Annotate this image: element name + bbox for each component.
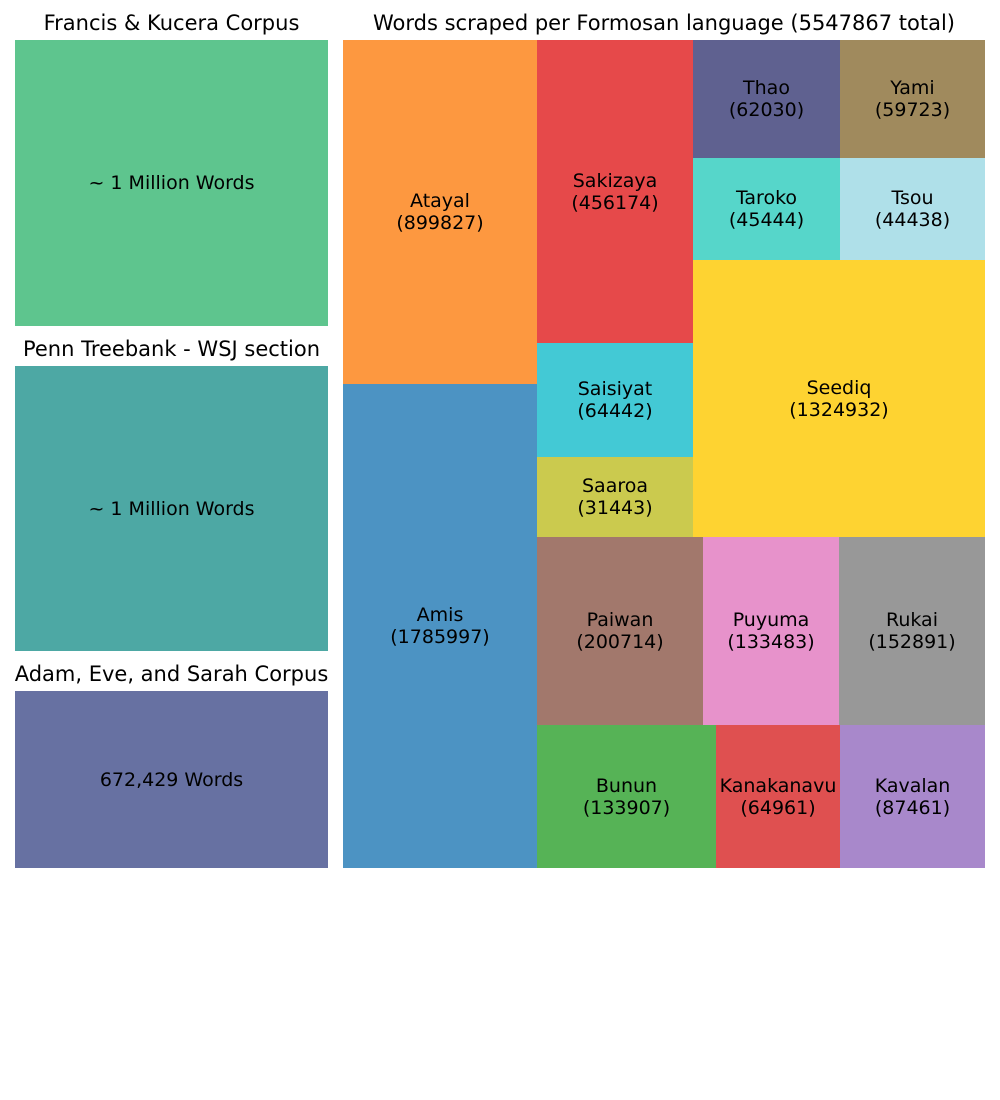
treemap-tile-yami: Yami (59723) bbox=[840, 40, 985, 158]
treemap-tile-name: Tsou bbox=[891, 187, 934, 209]
treemap-tile-atayal: Atayal (899827) bbox=[343, 40, 537, 384]
francis-kucera-label: ~ 1 Million Words bbox=[88, 172, 255, 194]
treemap-tile-bunun: Bunun (133907) bbox=[537, 725, 716, 868]
formosan-treemap: Amis (1785997) Atayal (899827) Sakizaya (4561… bbox=[343, 40, 985, 868]
treemap-tile-kanakanavu: Kanakanavu (64961) bbox=[716, 725, 840, 868]
treemap-tile-name: Amis bbox=[416, 604, 464, 626]
treemap-tile-name: Saaroa bbox=[581, 475, 648, 497]
treemap-tile-value: (44438) bbox=[874, 209, 951, 231]
treemap-tile-value: (899827) bbox=[396, 212, 484, 234]
treemap-tile-thao: Thao (62030) bbox=[693, 40, 840, 158]
penn-treebank-box: ~ 1 Million Words bbox=[15, 366, 328, 651]
treemap-tile-value: (59723) bbox=[874, 99, 951, 121]
penn-treebank-label: ~ 1 Million Words bbox=[88, 497, 255, 520]
francis-kucera-title: Francis & Kucera Corpus bbox=[43, 11, 300, 35]
treemap-tile-value: (456174) bbox=[571, 191, 659, 214]
treemap-tile-name: Paiwan bbox=[586, 609, 654, 631]
treemap-tile-tsou: Tsou (44438) bbox=[840, 158, 985, 260]
penn-treebank-title: Penn Treebank - WSJ section bbox=[22, 337, 321, 361]
treemap-tile-value: (133907) bbox=[582, 796, 671, 819]
treemap-tile-seediq: Seediq (1324932) bbox=[693, 260, 985, 537]
treemap-tile-value: (1785997) bbox=[390, 626, 490, 648]
treemap-tile-value: (64442) bbox=[577, 400, 653, 422]
treemap-tile-sakizaya: Sakizaya (456174) bbox=[537, 40, 693, 343]
treemap-tile-value: (31443) bbox=[577, 497, 653, 519]
treemap-tile-name: Puyuma bbox=[732, 609, 810, 631]
treemap-tile-kavalan: Kavalan (87461) bbox=[840, 725, 985, 868]
treemap-tile-value: (64961) bbox=[740, 796, 816, 819]
adam-eve-sarah-title: Adam, Eve, and Sarah Corpus bbox=[14, 662, 329, 686]
treemap-tile-value: (62030) bbox=[728, 99, 805, 121]
treemap-tile-name: Saisiyat bbox=[577, 378, 653, 400]
treemap-tile-puyuma: Puyuma (133483) bbox=[703, 537, 839, 725]
treemap-tile-saaroa: Saaroa (31443) bbox=[537, 457, 693, 537]
treemap-tile-name: Rukai bbox=[886, 609, 938, 631]
adam-eve-sarah-label: 672,429 Words bbox=[99, 768, 244, 791]
treemap-tile-value: (45444) bbox=[728, 209, 805, 231]
treemap-tile-paiwan: Paiwan (200714) bbox=[537, 537, 703, 725]
treemap-tile-saisiyat: Saisiyat (64442) bbox=[537, 343, 693, 457]
formosan-treemap-title: Words scraped per Formosan language (554… bbox=[373, 11, 955, 35]
treemap-tile-value: (152891) bbox=[868, 631, 956, 653]
treemap-tile-value: (200714) bbox=[576, 631, 664, 653]
treemap-tile-amis: Amis (1785997) bbox=[343, 384, 537, 868]
treemap-tile-name: Taroko bbox=[735, 187, 798, 209]
treemap-tile-name: Bunun bbox=[595, 774, 658, 797]
treemap-tile-value: (1324932) bbox=[789, 398, 889, 421]
treemap-tile-value: (133483) bbox=[727, 631, 815, 653]
treemap-tile-name: Thao bbox=[743, 77, 790, 99]
treemap-tile-name: Kavalan bbox=[874, 774, 951, 797]
treemap-tile-value: (87461) bbox=[874, 796, 951, 819]
treemap-tile-name: Sakizaya bbox=[572, 169, 658, 192]
treemap-tile-name: Atayal bbox=[410, 190, 470, 212]
treemap-tile-name: Kanakanavu bbox=[719, 774, 837, 797]
adam-eve-sarah-box: 672,429 Words bbox=[15, 691, 328, 868]
treemap-tile-name: Yami bbox=[890, 77, 935, 99]
treemap-tile-name: Seediq bbox=[806, 376, 872, 399]
treemap-tile-rukai: Rukai (152891) bbox=[839, 537, 985, 725]
francis-kucera-box: ~ 1 Million Words bbox=[15, 40, 328, 326]
treemap-tile-taroko: Taroko (45444) bbox=[693, 158, 840, 260]
